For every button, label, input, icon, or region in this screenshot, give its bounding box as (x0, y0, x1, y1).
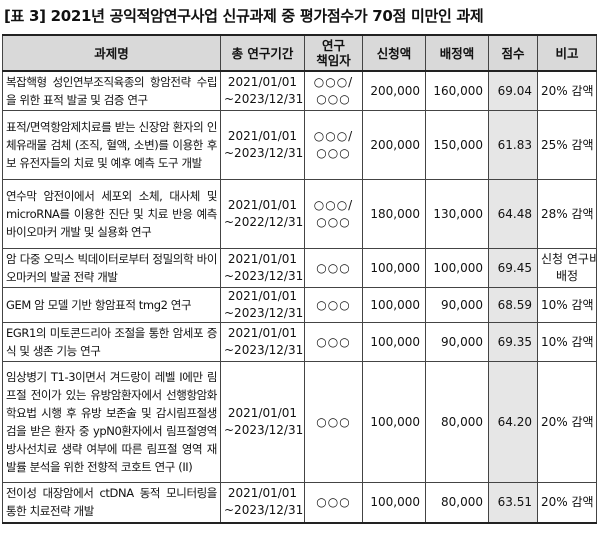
cell-period: 2021/01/01 ~2023/12/31 (220, 110, 305, 180)
cell-period: 2021/01/01 ~2022/12/31 (220, 179, 305, 249)
cell-title: EGR1의 미토콘드리아 조절을 통한 암세포 증식 및 생존 기능 연구 (2, 322, 221, 362)
cell-period: 2021/01/01 ~2023/12/31 (220, 248, 305, 288)
cell-requested: 200,000 (362, 70, 426, 111)
cell-period: 2021/01/01 ~2023/12/31 (220, 70, 305, 111)
cell-allocated: 80,000 (425, 361, 489, 483)
table-row: EGR1의 미토콘드리아 조절을 통한 암세포 증식 및 생존 기능 연구 202… (2, 322, 597, 362)
cell-note: 20% 감액 (537, 361, 597, 483)
cell-score: 69.35 (488, 322, 538, 362)
cell-note: 25% 감액 (537, 110, 597, 180)
cell-score: 68.59 (488, 287, 538, 323)
cell-pi: ○○○/○○○ (304, 70, 363, 111)
cell-title: GEM 암 모델 기반 항암표적 tmg2 연구 (2, 287, 221, 323)
header-title: 과제명 (2, 34, 221, 72)
cell-title: 표적/면역항암제치료를 받는 신장암 환자의 인체유래물 검체 (조직, 혈액,… (2, 110, 221, 180)
table-row: 암 다중 오믹스 빅데이터로부터 정밀의학 바이오마커의 발굴 전략 개발 202… (2, 248, 597, 288)
cell-allocated: 80,000 (425, 482, 489, 523)
cell-pi: ○○○/○○○ (304, 179, 363, 249)
cell-requested: 180,000 (362, 179, 426, 249)
cell-pi: ○○○ (304, 287, 363, 323)
cell-note: 10% 감액 (537, 287, 597, 323)
cell-requested: 100,000 (362, 287, 426, 323)
cell-allocated: 100,000 (425, 248, 489, 288)
header-period: 총 연구기간 (220, 34, 305, 72)
cell-note: 20% 감액 (537, 482, 597, 523)
cell-requested: 100,000 (362, 482, 426, 523)
cell-title: 복잡핵형 성인연부조직육종의 항암전략 수립을 위한 표적 발굴 및 검증 연구 (2, 70, 221, 111)
cell-pi: ○○○ (304, 361, 363, 483)
table-row: 표적/면역항암제치료를 받는 신장암 환자의 인체유래물 검체 (조직, 혈액,… (2, 110, 597, 180)
cell-title: 연수막 암전이에서 세포외 소체, 대사체 및 microRNA를 이용한 진단… (2, 179, 221, 249)
cell-score: 63.51 (488, 482, 538, 523)
cell-score: 69.04 (488, 70, 538, 111)
header-note: 비고 (537, 34, 597, 72)
cell-allocated: 90,000 (425, 322, 489, 362)
cell-period: 2021/01/01 ~2023/12/31 (220, 361, 305, 483)
header-requested: 신청액 (362, 34, 426, 72)
cell-allocated: 130,000 (425, 179, 489, 249)
table-row: GEM 암 모델 기반 항암표적 tmg2 연구 2021/01/01 ~2023/… (2, 287, 597, 323)
table-row: 연수막 암전이에서 세포외 소체, 대사체 및 microRNA를 이용한 진단… (2, 179, 597, 249)
cell-score: 61.83 (488, 110, 538, 180)
cell-score: 69.45 (488, 248, 538, 288)
cell-pi: ○○○ (304, 248, 363, 288)
cell-score: 64.48 (488, 179, 538, 249)
cell-requested: 100,000 (362, 361, 426, 483)
table-row: 복잡핵형 성인연부조직육종의 항암전략 수립을 위한 표적 발굴 및 검증 연구… (2, 70, 597, 111)
cell-requested: 200,000 (362, 110, 426, 180)
cell-pi: ○○○ (304, 482, 363, 523)
cell-requested: 100,000 (362, 322, 426, 362)
table-caption: [표 3] 2021년 공익적암연구사업 신규과제 중 평가점수가 70점 미만… (4, 7, 484, 25)
cell-title: 임상병기 T1-3이면서 겨드랑이 레벨 I에만 림프절 전이가 있는 유방암환… (2, 361, 221, 483)
header-pi: 연구 책임자 (304, 34, 363, 72)
table-row: 임상병기 T1-3이면서 겨드랑이 레벨 I에만 림프절 전이가 있는 유방암환… (2, 361, 597, 483)
cell-title: 암 다중 오믹스 빅데이터로부터 정밀의학 바이오마커의 발굴 전략 개발 (2, 248, 221, 288)
cell-allocated: 160,000 (425, 70, 489, 111)
cell-note: 신청 연구비 배정 (537, 248, 597, 288)
cell-pi: ○○○/○○○ (304, 110, 363, 180)
cell-period: 2021/01/01 ~2023/12/31 (220, 322, 305, 362)
table-row: 전이성 대장암에서 ctDNA 동적 모니터링을 통한 치료전략 개발 2021/… (2, 482, 597, 523)
cell-note: 10% 감액 (537, 322, 597, 362)
cell-note: 28% 감액 (537, 179, 597, 249)
header-row: 과제명 총 연구기간 연구 책임자 신청액 배정액 점수 비고 (2, 34, 597, 72)
cell-note: 20% 감액 (537, 70, 597, 111)
cell-requested: 100,000 (362, 248, 426, 288)
cell-allocated: 90,000 (425, 287, 489, 323)
cell-period: 2021/01/01 ~2023/12/31 (220, 287, 305, 323)
cell-period: 2021/01/01 ~2023/12/31 (220, 482, 305, 523)
cell-pi: ○○○ (304, 322, 363, 362)
header-score: 점수 (488, 34, 538, 72)
cell-title: 전이성 대장암에서 ctDNA 동적 모니터링을 통한 치료전략 개발 (2, 482, 221, 523)
project-table: 과제명 총 연구기간 연구 책임자 신청액 배정액 점수 비고 복잡핵형 성인연부… (2, 34, 597, 524)
cell-score: 64.20 (488, 361, 538, 483)
header-allocated: 배정액 (425, 34, 489, 72)
cell-allocated: 150,000 (425, 110, 489, 180)
